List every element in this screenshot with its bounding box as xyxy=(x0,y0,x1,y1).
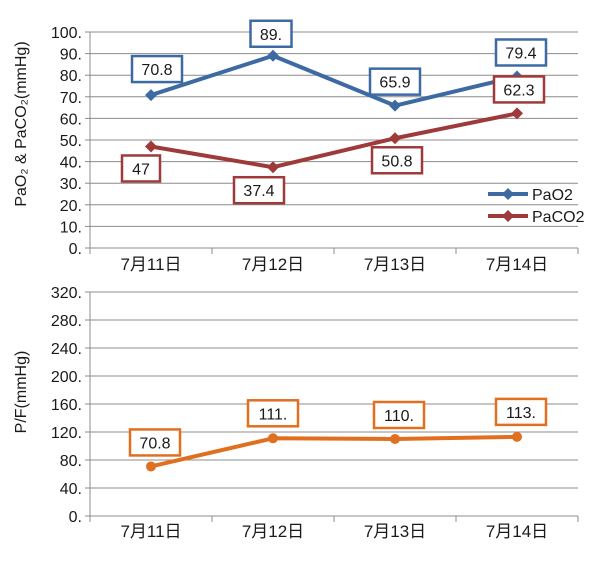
data-label-box xyxy=(368,67,422,96)
y-tick-label: 0. xyxy=(69,241,82,258)
y-axis-title: P/F(mmHg) xyxy=(13,351,30,434)
y-tick-label: 30. xyxy=(60,176,82,193)
data-label-box xyxy=(494,38,548,67)
data-label-box xyxy=(246,399,300,428)
y-tick-label: 100. xyxy=(51,25,82,42)
x-tick-label: 7月14日 xyxy=(486,522,548,541)
data-label: 62.3 xyxy=(503,82,534,99)
y-tick-label: 20. xyxy=(60,198,82,215)
y-tick-label: 60. xyxy=(60,111,82,128)
data-label-box xyxy=(130,54,184,84)
x-tick-label: 7月12日 xyxy=(242,522,304,541)
data-label: 89. xyxy=(260,27,282,44)
y-tick-label: 70. xyxy=(60,90,82,107)
y-tick-label: 280. xyxy=(51,313,82,330)
data-label-box xyxy=(120,154,162,183)
data-point xyxy=(268,433,278,444)
x-tick-label: 7月11日 xyxy=(120,255,181,274)
data-point xyxy=(511,107,523,120)
legend-label: PaO2 xyxy=(532,187,573,204)
y-axis-title: PaO₂ & PaCO₂(mmHg) xyxy=(13,41,30,206)
data-label: 111. xyxy=(259,406,288,423)
data-point xyxy=(267,161,279,174)
y-tick-label: 50. xyxy=(60,133,82,150)
y-tick-label: 0. xyxy=(69,509,82,526)
data-label-box xyxy=(494,397,548,427)
y-tick-label: 40. xyxy=(60,481,82,498)
data-label-box xyxy=(492,75,546,104)
series-line-pao2 xyxy=(150,53,518,108)
data-label: 70.8 xyxy=(141,62,172,79)
data-label: 70.8 xyxy=(139,435,170,452)
data-point xyxy=(145,140,157,153)
data-point xyxy=(390,434,400,444)
data-label: 79.4 xyxy=(505,45,536,62)
data-point xyxy=(267,49,279,62)
data-point xyxy=(146,461,156,472)
data-label: 65.9 xyxy=(379,75,410,92)
data-label-box xyxy=(232,175,286,205)
y-tick-label: 200. xyxy=(51,369,82,386)
x-tick-label: 7月14日 xyxy=(486,255,548,274)
data-label-box xyxy=(372,400,426,430)
y-tick-label: 90. xyxy=(60,47,82,64)
series-line-paco2 xyxy=(150,111,518,170)
data-point xyxy=(512,431,522,442)
y-tick-label: 240. xyxy=(51,341,82,358)
data-point xyxy=(389,99,401,112)
y-tick-label: 40. xyxy=(60,155,82,172)
data-point xyxy=(389,132,401,145)
data-label: 113. xyxy=(506,405,536,422)
y-tick-label: 10. xyxy=(60,219,82,236)
y-tick-label: 320. xyxy=(51,285,82,302)
data-label: 37.4 xyxy=(243,183,274,200)
legend-marker xyxy=(502,188,514,200)
legend-marker xyxy=(502,210,514,222)
data-point xyxy=(145,89,157,102)
data-label: 50.8 xyxy=(381,153,412,170)
x-tick-label: 7月13日 xyxy=(364,255,426,274)
data-label-box xyxy=(128,428,182,457)
data-label: 110. xyxy=(384,408,414,425)
data-label: 47 xyxy=(132,161,150,178)
data-label-box xyxy=(249,19,293,49)
data-label-box xyxy=(370,146,424,175)
y-tick-label: 80. xyxy=(60,453,82,470)
y-tick-label: 120. xyxy=(51,425,82,442)
x-tick-label: 7月12日 xyxy=(242,255,304,274)
x-tick-label: 7月13日 xyxy=(364,522,426,541)
series-line-series xyxy=(150,434,518,469)
y-tick-label: 160. xyxy=(51,397,82,414)
x-tick-label: 7月11日 xyxy=(120,522,181,541)
legend-label: PaCO2 xyxy=(532,209,585,226)
y-tick-label: 80. xyxy=(60,68,82,85)
